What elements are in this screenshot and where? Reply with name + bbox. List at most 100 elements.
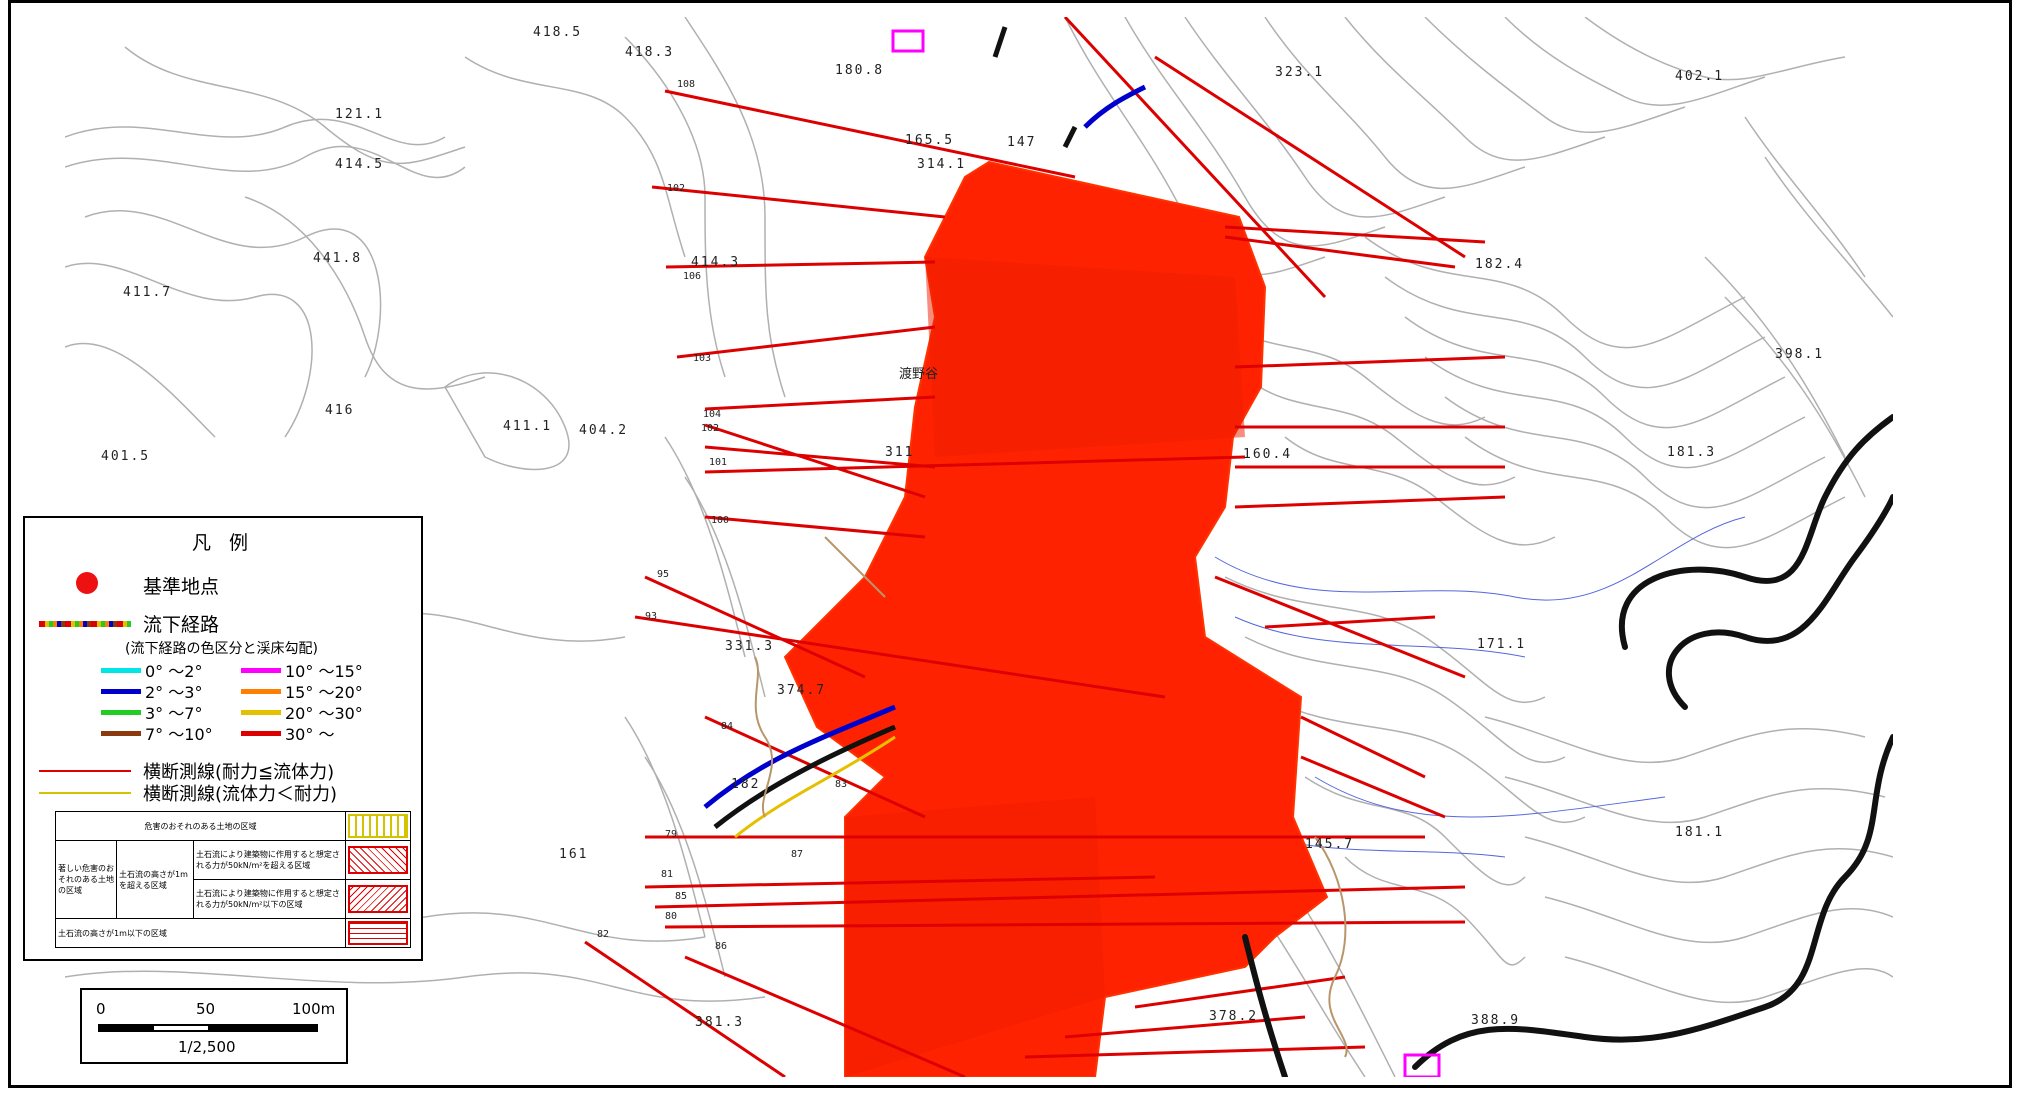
gradient-class: 30° ～ (241, 721, 334, 745)
gradient-class: 2° ～3° (101, 679, 202, 703)
stream-lines (1214, 516, 1746, 858)
elevation-label: 147 (1007, 135, 1037, 150)
elevation-label: 160.4 (1243, 447, 1293, 462)
legend-title: 凡 例 (191, 532, 255, 554)
elevation-label: 145.7 (1305, 837, 1355, 852)
cross-section-id: 95 (657, 569, 670, 580)
over-1m-label: 土石流の高さが1mを超える区域 (116, 840, 194, 919)
elevation-label: 182.4 (1475, 257, 1525, 272)
cross-section-id: 83 (835, 779, 848, 790)
elevation-label: 374.7 (777, 683, 827, 698)
scale-label-50: 50 (196, 1000, 216, 1018)
reference-point-icon (76, 572, 98, 594)
elevation-label: 418.3 (625, 45, 675, 60)
gradient-label: 0° ～2° (145, 662, 203, 681)
gradient-swatch-icon (101, 709, 141, 715)
buildings (891, 29, 1441, 1077)
flow-path (703, 26, 1147, 839)
force-under-label: 土石流により建築物に作用すると想定される力が50kN/m²以下の区域 (193, 879, 346, 919)
elevation-label: 414.3 (691, 255, 741, 270)
cross-section-id: 102 (667, 183, 686, 194)
elevation-label: 181.3 (1667, 445, 1717, 460)
elevation-label: 165.5 (905, 133, 955, 148)
elevation-label: 121.1 (335, 107, 385, 122)
gradient-swatch-icon (241, 709, 281, 715)
force-under-swatch-icon (345, 879, 411, 919)
gradient-label: 20° ～30° (285, 704, 363, 723)
flow-path-note: (流下経路の色区分と渓床勾配) (125, 641, 318, 657)
elevation-label: 398.1 (1775, 347, 1825, 362)
cross-section-id: 87 (791, 849, 804, 860)
gradient-swatch-icon (101, 688, 141, 694)
elevation-label: 388.9 (1471, 1013, 1521, 1028)
elevation-label: 411.7 (123, 285, 173, 300)
gradient-swatch-icon (101, 730, 141, 736)
cross-line-yellow-label: 横断測線(流体力＜耐力) (143, 784, 338, 805)
cross-section-id: 104 (703, 409, 722, 420)
danger-zone-label: 危害のおそれのある土地の区域 (55, 811, 346, 841)
cross-section-id: 84 (721, 721, 734, 732)
elevation-label: 411.1 (503, 419, 553, 434)
under-1m-swatch-icon (345, 918, 411, 948)
scale-label-100: 100m (292, 1000, 336, 1018)
elevation-label: 414.5 (335, 157, 385, 172)
hazard-zone (783, 160, 1329, 1077)
zone-table: 危害のおそれのある土地の区域 著しい危害のおそれのある土地の区域 土石流の高さが… (55, 811, 411, 948)
elevation-label: 418.5 (533, 25, 583, 40)
gradient-class: 10° ～15° (241, 658, 363, 682)
yellow-line-swatch-icon (39, 792, 131, 794)
cross-section-id: 100 (711, 515, 730, 526)
severe-zone-label: 著しい危害のおそれのある土地の区域 (55, 840, 117, 919)
cross-section-id: 80 (665, 911, 678, 922)
force-over-swatch-icon (345, 840, 411, 880)
gradient-class: 3° ～7° (101, 700, 202, 724)
gradient-class: 15° ～20° (241, 679, 363, 703)
roads (1242, 414, 1893, 1077)
gradient-class: 20° ～30° (241, 700, 363, 724)
elevation-label: 161 (559, 847, 589, 862)
gradient-class: 0° ～2° (101, 658, 202, 682)
cross-section-id: 81 (661, 869, 674, 880)
cross-section-id: 79 (665, 829, 678, 840)
place-name: 渡野谷 (899, 367, 939, 382)
elevation-label: 171.1 (1477, 637, 1527, 652)
gradient-swatch-icon (241, 667, 281, 673)
cross-section-id: 101 (709, 457, 728, 468)
elevation-label: 416 (325, 403, 355, 418)
gradient-swatch-icon (241, 688, 281, 694)
scale-label-0: 0 (96, 1000, 106, 1018)
cross-section-id: 85 (675, 891, 688, 902)
elevation-label: 311 (885, 445, 915, 460)
cross-section-id: 108 (677, 79, 696, 90)
gradient-label: 7° ～10° (145, 725, 213, 744)
scale-bar: 0 50 100m 1/2,500 (80, 988, 348, 1064)
brown-features (754, 536, 1348, 1058)
elevation-label: 402.1 (1675, 69, 1725, 84)
gradient-class: 7° ～10° (101, 721, 213, 745)
cross-section-id: 103 (693, 353, 712, 364)
cross-section-lines (584, 17, 1506, 1077)
elevation-label: 180.8 (835, 63, 885, 78)
elevation-label: 323.1 (1275, 65, 1325, 80)
under-1m-label: 土石流の高さが1m以下の区域 (55, 918, 346, 948)
cross-section-id: 106 (683, 271, 702, 282)
elevation-label: 404.2 (579, 423, 629, 438)
elevation-label: 381.3 (695, 1015, 745, 1030)
gradient-swatch-icon (101, 667, 141, 673)
elevation-label: 331.3 (725, 639, 775, 654)
elevation-label: 441.8 (313, 251, 363, 266)
cross-section-id: 86 (715, 941, 728, 952)
elevation-label: 378.2 (1209, 1009, 1259, 1024)
elevation-label: 182 (731, 777, 761, 792)
scale-bar-graphic (98, 1024, 318, 1032)
cross-section-id: 93 (645, 611, 658, 622)
red-line-swatch-icon (39, 770, 131, 772)
flow-path-swatch-icon (39, 621, 131, 627)
danger-zone-swatch-icon (345, 811, 411, 841)
force-over-label: 土石流により建築物に作用すると想定される力が50kN/m²を超える区域 (193, 840, 346, 880)
cross-section-id: 82 (597, 929, 610, 940)
map-legend: 凡 例 基準地点 流下経路 (流下経路の色区分と渓床勾配) 0° ～2° 10°… (23, 516, 423, 961)
reference-point-label: 基準地点 (143, 576, 220, 598)
elevation-label: 181.1 (1675, 825, 1725, 840)
elevation-label: 401.5 (101, 449, 151, 464)
